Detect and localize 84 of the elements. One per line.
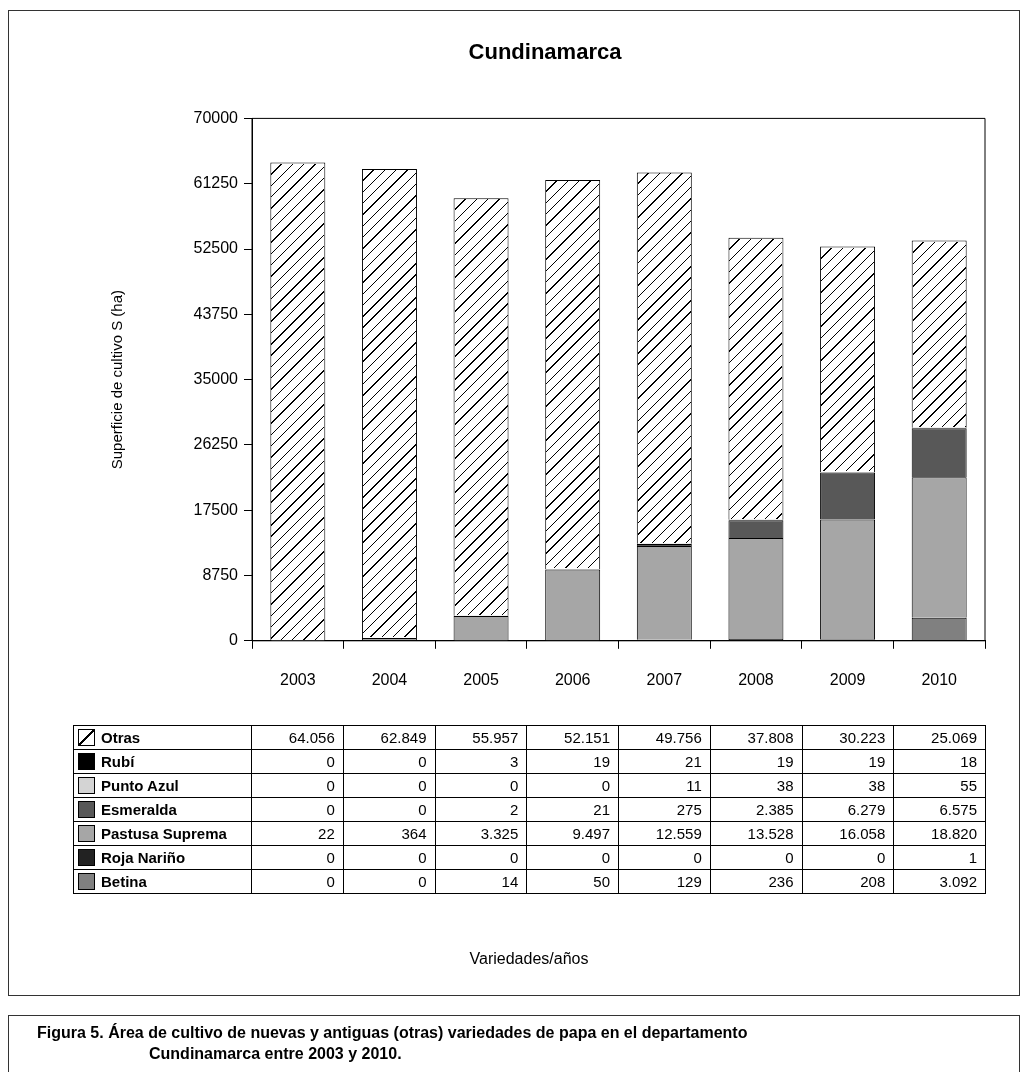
y-tick-label: 43750 <box>193 304 239 322</box>
data-label: 21 <box>618 749 711 774</box>
data-label: 275 <box>618 797 711 822</box>
data-label: 0 <box>343 869 435 894</box>
data-label: 0 <box>618 845 711 870</box>
data-label: 3 <box>435 749 527 774</box>
data-label: 12.559 <box>618 821 711 846</box>
data-label: 0 <box>343 773 435 798</box>
y-tick-label: 17500 <box>193 500 239 518</box>
legend-label: Otras <box>73 725 252 750</box>
legend-label: Punto Azul <box>73 773 252 798</box>
data-label: 0 <box>343 749 435 774</box>
data-label: 64.056 <box>251 725 344 750</box>
data-label: 0 <box>251 749 344 774</box>
data-label: 38 <box>802 773 894 798</box>
y-tick-label: 35000 <box>193 370 239 388</box>
data-label: 52.151 <box>526 725 619 750</box>
data-label: 0 <box>251 773 344 798</box>
y-tick-label: 0 <box>229 631 239 649</box>
data-label: 9.497 <box>526 821 619 846</box>
x-tick-label: 2008 <box>738 670 774 688</box>
data-label: 3.092 <box>893 869 986 894</box>
data-label: 0 <box>251 797 344 822</box>
text: Variedades/años <box>468 950 590 968</box>
data-label: 0 <box>343 797 435 822</box>
data-label: 13.528 <box>710 821 802 846</box>
x-tick-label: 2004 <box>371 670 408 688</box>
data-label: 11 <box>618 773 711 798</box>
y-tick-label: 52500 <box>193 239 239 257</box>
legend-label: Rubí <box>73 749 252 774</box>
data-label: 208 <box>802 869 894 894</box>
data-label: 22 <box>251 821 344 846</box>
data-label: 55 <box>893 773 986 798</box>
data-label: 364 <box>343 821 435 846</box>
y-tick-label: 70000 <box>193 108 239 126</box>
data-label: 2 <box>435 797 527 822</box>
data-label: 2.385 <box>710 797 802 822</box>
data-label: 16.058 <box>802 821 894 846</box>
data-label: 37.808 <box>710 725 802 750</box>
x-tick-label: 2007 <box>646 670 683 688</box>
data-label: 0 <box>343 845 435 870</box>
data-label: 236 <box>710 869 802 894</box>
y-axis-title: Superficie de cultivo S (ha) <box>108 289 126 470</box>
data-label: 0 <box>435 845 527 870</box>
data-label: 0 <box>526 845 619 870</box>
data-label: 38 <box>710 773 802 798</box>
x-tick-label: 2005 <box>463 670 499 688</box>
data-label: 62.849 <box>343 725 435 750</box>
legend-label: Esmeralda <box>73 797 252 822</box>
x-tick-label: 2003 <box>280 670 316 688</box>
x-tick-label: 2010 <box>921 670 958 688</box>
legend-label: Betina <box>73 869 252 894</box>
y-tick-label: 8750 <box>202 565 239 583</box>
data-label: 50 <box>526 869 619 894</box>
legend-label: Pastusa Suprema <box>73 821 252 846</box>
data-label: 6.279 <box>802 797 894 822</box>
data-label: 55.957 <box>435 725 527 750</box>
data-label: 49.756 <box>618 725 711 750</box>
data-label: 19 <box>802 749 894 774</box>
data-label: 0 <box>710 845 802 870</box>
data-label: 0 <box>251 845 344 870</box>
data-label: 0 <box>251 869 344 894</box>
data-label: 19 <box>710 749 802 774</box>
y-tick-label: 61250 <box>193 174 239 192</box>
data-label: 6.575 <box>893 797 986 822</box>
legend-label: Roja Nariño <box>73 845 252 870</box>
data-label: 0 <box>526 773 619 798</box>
y-tick-label: 26250 <box>193 435 239 453</box>
data-label: 3.325 <box>435 821 527 846</box>
data-label: 21 <box>526 797 619 822</box>
data-label: 129 <box>618 869 711 894</box>
data-label: 19 <box>526 749 619 774</box>
data-label: 25.069 <box>893 725 986 750</box>
data-label: 14 <box>435 869 527 894</box>
data-label: 0 <box>802 845 894 870</box>
data-label: 18.820 <box>893 821 986 846</box>
chart-title: Cundinamarca <box>468 39 623 65</box>
data-label: 30.223 <box>802 725 894 750</box>
data-label: 1 <box>893 845 986 870</box>
text: Figura 5. Área de cultivo de nuevas y antiguas (otras) variedades de papa en el departamento Cundinamarca entre 2003 y 2010. <box>8 1015 1020 1072</box>
x-tick-label: 2009 <box>829 670 866 688</box>
x-tick-label: 2006 <box>554 670 591 688</box>
data-label: 18 <box>893 749 986 774</box>
data-label: 0 <box>435 773 527 798</box>
